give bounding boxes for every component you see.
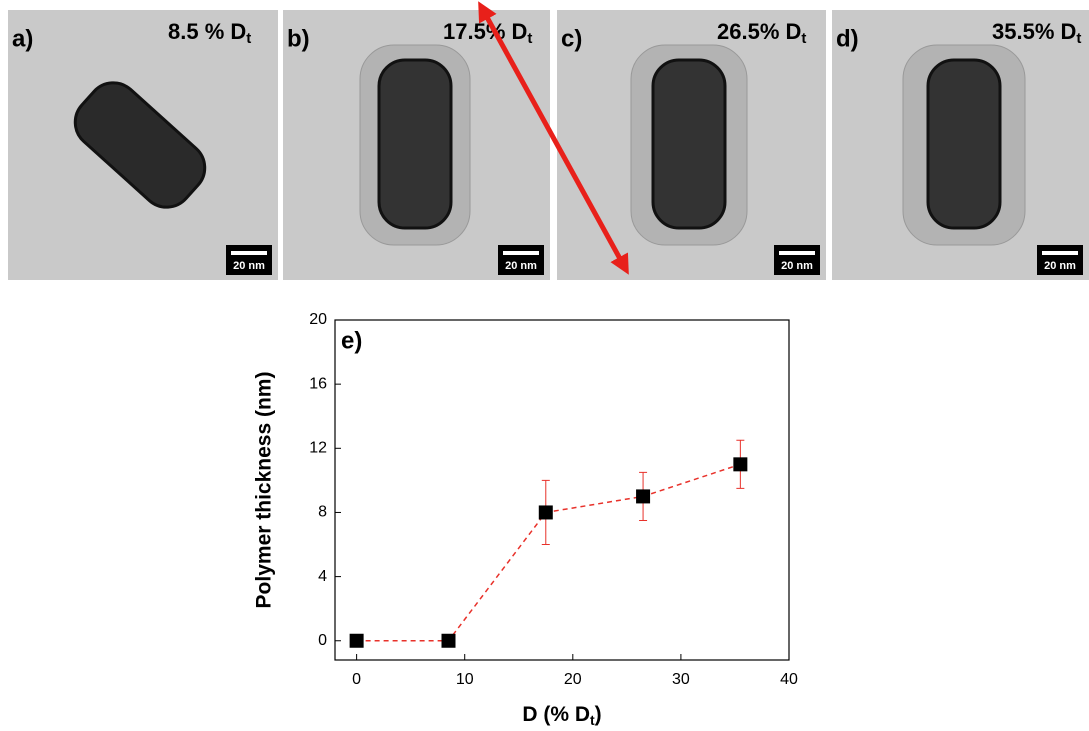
data-point bbox=[733, 457, 748, 472]
y-tick-label: 16 bbox=[309, 375, 327, 392]
panel-label: d) bbox=[836, 25, 859, 52]
panel-caption: 8.5 % Dt bbox=[168, 19, 251, 47]
caption-sub: t bbox=[246, 30, 251, 47]
panel-label: a) bbox=[12, 25, 33, 52]
scale-bar-box bbox=[1037, 245, 1083, 275]
caption-text: 8.5 % D bbox=[168, 19, 246, 44]
panel-caption: 26.5% Dt bbox=[717, 19, 806, 47]
panel-caption: 35.5% Dt bbox=[992, 19, 1081, 47]
x-label-sub: t bbox=[590, 712, 595, 728]
y-tick-label: 0 bbox=[318, 632, 327, 649]
y-axis-label: Polymer thickness (nm) bbox=[253, 372, 276, 609]
x-tick-label: 40 bbox=[780, 671, 798, 688]
panel-label: b) bbox=[287, 25, 310, 52]
panel-label: c) bbox=[561, 25, 582, 52]
data-point bbox=[441, 633, 456, 648]
nanorod bbox=[651, 58, 727, 230]
scale-bar-label: 20 nm bbox=[781, 260, 813, 272]
caption-sub: t bbox=[801, 30, 806, 47]
panel-label: e) bbox=[341, 327, 362, 354]
data-point bbox=[636, 489, 651, 504]
caption-text: 17.5% D bbox=[443, 19, 527, 44]
y-tick-label: 4 bbox=[318, 568, 327, 585]
data-point bbox=[538, 505, 553, 520]
x-label-end: ) bbox=[595, 703, 602, 726]
nanorod bbox=[926, 58, 1002, 230]
caption-text: 26.5% D bbox=[717, 19, 801, 44]
data-point bbox=[349, 633, 364, 648]
y-tick-label: 20 bbox=[309, 311, 327, 328]
x-tick-label: 20 bbox=[564, 671, 582, 688]
arrow bbox=[478, 1, 629, 275]
plot-frame bbox=[334, 319, 790, 661]
scale-bar-label: 20 nm bbox=[233, 260, 265, 272]
scale-bar-box bbox=[226, 245, 272, 275]
nanorod bbox=[73, 81, 207, 209]
connector-line bbox=[356, 463, 741, 642]
nanorod bbox=[377, 58, 453, 230]
caption-sub: t bbox=[527, 30, 532, 47]
x-tick-label: 10 bbox=[456, 671, 474, 688]
scale-bar-label: 20 nm bbox=[505, 260, 537, 272]
scale-bar-label: 20 nm bbox=[1044, 260, 1076, 272]
y-tick-label: 8 bbox=[318, 504, 327, 521]
y-tick-label: 12 bbox=[309, 440, 327, 457]
caption-sub: t bbox=[1076, 30, 1081, 47]
x-axis-label: D (% Dt) bbox=[522, 703, 601, 728]
chart: 0 4 8 12 16 20 0 10 20 30 40 e) D (% Dt) Polymer thic… bbox=[253, 311, 798, 727]
x-tick-label: 30 bbox=[672, 671, 690, 688]
x-tick-label: 0 bbox=[352, 671, 361, 688]
scale-bar-box bbox=[774, 245, 820, 275]
x-label-text: D (% D bbox=[522, 703, 590, 726]
caption-text: 35.5% D bbox=[992, 19, 1076, 44]
